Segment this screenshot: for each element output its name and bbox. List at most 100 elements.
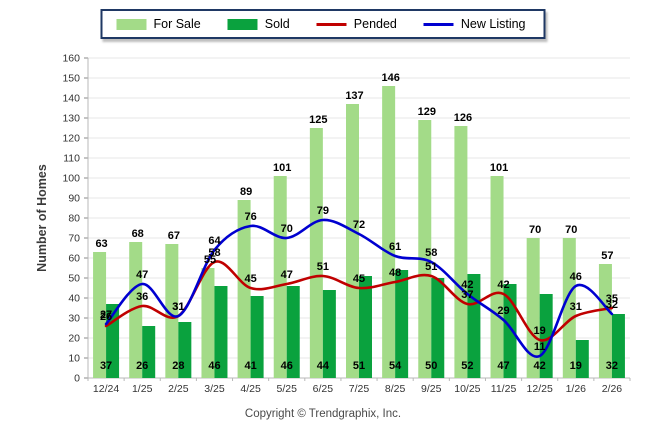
new-listing-label: 64 (208, 235, 221, 247)
new-listing-label: 47 (136, 269, 148, 281)
svg-text:70: 70 (68, 233, 80, 245)
x-axis-labels: 12/24 1/25 2/25 3/25 4/25 5/25 6/25 7/25 8/25 9/2… (93, 383, 622, 395)
svg-text:40: 40 (68, 293, 80, 305)
sold-bar (359, 276, 372, 378)
for-sale-bar (490, 176, 504, 378)
new-listing-label: 42 (461, 279, 473, 291)
legend-item-new-listing: New Listing (423, 17, 526, 31)
sold-label: 26 (136, 360, 148, 372)
new-listing-label: 27 (100, 309, 112, 321)
for-sale-label: 57 (601, 250, 613, 262)
svg-text:10/25: 10/25 (454, 383, 480, 395)
legend-item-pended: Pended (316, 17, 397, 31)
data-labels: 6337262768263647672831315546586489414576… (95, 72, 618, 372)
svg-text:11/25: 11/25 (491, 383, 517, 395)
for-sale-bar (93, 252, 107, 378)
for-sale-bar (418, 120, 432, 378)
sold-bar (250, 296, 264, 378)
svg-text:20: 20 (68, 333, 80, 345)
new-listing-label: 70 (281, 223, 293, 235)
pended-label: 37 (461, 289, 473, 301)
for-sale-label: 137 (345, 90, 363, 102)
svg-text:2/26: 2/26 (602, 383, 623, 395)
svg-text:12/25: 12/25 (527, 383, 553, 395)
svg-text:5/25: 5/25 (277, 383, 298, 395)
new-listing-label: 72 (353, 219, 365, 231)
legend-label: For Sale (153, 17, 201, 31)
new-listing-label: 32 (606, 299, 618, 311)
svg-text:4/25: 4/25 (240, 383, 261, 395)
for-sale-bar (562, 238, 576, 378)
sold-label: 19 (570, 360, 582, 372)
sold-label: 51 (353, 360, 365, 372)
for-sale-bar (382, 86, 396, 378)
for-sale-label: 125 (309, 114, 327, 126)
svg-text:1/25: 1/25 (132, 383, 153, 395)
svg-text:160: 160 (62, 53, 80, 65)
for-sale-label: 129 (418, 106, 436, 118)
bar-swatch-sold (227, 18, 258, 30)
pended-label: 31 (570, 301, 582, 313)
for-sale-bar (237, 200, 251, 378)
pended-label: 48 (389, 267, 401, 279)
for-sale-label: 70 (529, 224, 541, 236)
sold-label: 46 (208, 360, 220, 372)
pended-label: 45 (244, 273, 256, 285)
for-sale-bar (129, 242, 143, 378)
for-sale-label: 126 (454, 112, 472, 124)
svg-text:30: 30 (68, 313, 80, 325)
legend-item-for-sale: For Sale (116, 17, 201, 31)
sold-label: 47 (497, 360, 509, 372)
svg-text:1/26: 1/26 (566, 383, 587, 395)
svg-text:7/25: 7/25 (349, 383, 370, 395)
legend-label: New Listing (460, 17, 526, 31)
new-listing-label: 58 (425, 247, 437, 259)
new-listing-label: 79 (317, 205, 329, 217)
pended-label: 36 (136, 291, 148, 303)
sold-label: 44 (317, 360, 330, 372)
sold-bar (214, 286, 228, 378)
pended-label: 26 (100, 311, 112, 323)
pended-label: 51 (425, 261, 437, 273)
for-sale-bar (526, 238, 540, 378)
sold-bar (611, 314, 625, 378)
for-sale-bar (598, 264, 612, 378)
for-sale-bar (346, 104, 359, 378)
sold-label: 32 (606, 360, 618, 372)
legend-label: Sold (264, 17, 290, 31)
sold-label: 41 (244, 360, 256, 372)
for-sale-bar (201, 268, 215, 378)
svg-text:12/24: 12/24 (93, 383, 119, 395)
copyright-text: Copyright © Trendgraphix, Inc. (244, 408, 402, 420)
legend-label: Pended (353, 17, 397, 31)
svg-text:140: 140 (62, 93, 80, 105)
pended-label: 35 (606, 293, 618, 305)
sold-bar (286, 286, 300, 378)
sold-label: 52 (461, 360, 473, 372)
for-sale-label: 101 (490, 162, 508, 174)
sold-bar (539, 294, 553, 378)
new-listing-label: 46 (570, 271, 582, 283)
sold-label: 28 (172, 360, 184, 372)
sold-bar (575, 340, 589, 378)
bar-swatch-for-sale (116, 18, 147, 30)
new-listing-label: 76 (244, 211, 256, 223)
sold-label: 42 (534, 360, 546, 372)
new-listing-label: 11 (534, 341, 546, 353)
sold-label: 37 (100, 360, 112, 372)
pended-label: 19 (534, 325, 546, 337)
new-listing-label: 31 (172, 301, 184, 313)
for-sale-label: 70 (565, 224, 577, 236)
for-sale-bar (454, 126, 468, 378)
pended-label: 51 (317, 261, 329, 273)
for-sale-label: 89 (240, 186, 252, 198)
for-sale-bar (273, 176, 287, 378)
for-sale-label: 67 (168, 230, 180, 242)
sold-bar (395, 270, 409, 378)
for-sale-bar (165, 244, 179, 378)
pended-label: 42 (497, 279, 509, 291)
legend-item-sold: Sold (227, 17, 290, 31)
pended-label: 31 (172, 301, 184, 313)
svg-text:3/25: 3/25 (204, 383, 225, 395)
